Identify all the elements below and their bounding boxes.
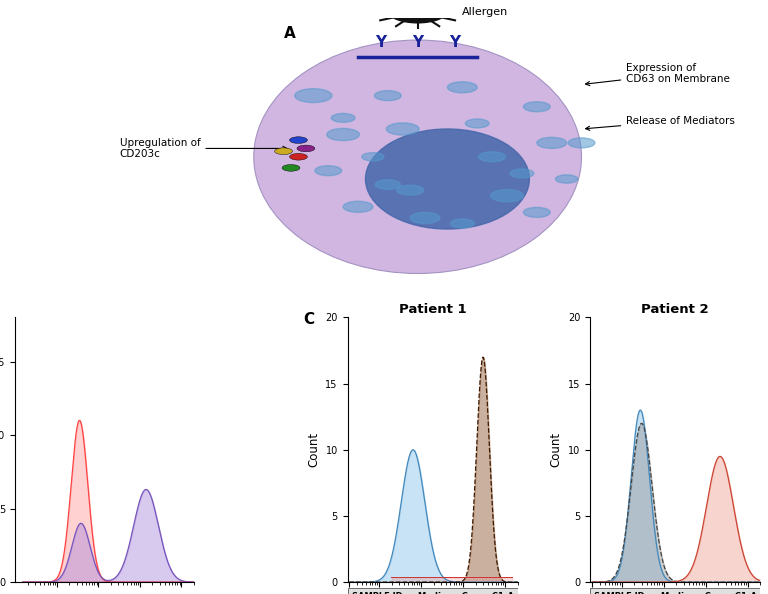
Text: Allergen: Allergen bbox=[462, 7, 508, 17]
FancyBboxPatch shape bbox=[590, 588, 760, 594]
Circle shape bbox=[568, 138, 595, 148]
Circle shape bbox=[376, 180, 400, 189]
Circle shape bbox=[386, 123, 419, 135]
Text: Median : Comp-C1-A: Median : Comp-C1-A bbox=[661, 592, 757, 594]
Text: C: C bbox=[303, 312, 315, 327]
Circle shape bbox=[410, 213, 440, 223]
Circle shape bbox=[524, 207, 550, 217]
Circle shape bbox=[297, 145, 315, 152]
Text: SAMPLE ID: SAMPLE ID bbox=[352, 592, 402, 594]
Circle shape bbox=[478, 152, 505, 162]
Circle shape bbox=[326, 128, 359, 141]
Circle shape bbox=[465, 119, 489, 128]
Text: Release of Mediators: Release of Mediators bbox=[585, 116, 735, 130]
Circle shape bbox=[450, 219, 475, 228]
Circle shape bbox=[331, 113, 355, 122]
Circle shape bbox=[375, 91, 401, 100]
Circle shape bbox=[448, 82, 477, 93]
Circle shape bbox=[282, 165, 300, 171]
Ellipse shape bbox=[366, 129, 529, 229]
Title: Patient 1: Patient 1 bbox=[399, 304, 466, 316]
Text: Upregulation of
CD203c: Upregulation of CD203c bbox=[120, 138, 287, 159]
Circle shape bbox=[295, 89, 332, 103]
Text: Median : Comp-C1-A: Median : Comp-C1-A bbox=[419, 592, 515, 594]
Circle shape bbox=[491, 189, 524, 202]
Text: Y: Y bbox=[449, 35, 461, 50]
Circle shape bbox=[275, 148, 293, 154]
Text: Expression of
CD63 on Membrane: Expression of CD63 on Membrane bbox=[585, 62, 730, 86]
Circle shape bbox=[510, 169, 534, 178]
Circle shape bbox=[343, 201, 373, 213]
Ellipse shape bbox=[253, 40, 581, 273]
Text: A: A bbox=[283, 26, 295, 41]
Circle shape bbox=[362, 153, 384, 161]
Y-axis label: Count: Count bbox=[307, 432, 320, 467]
Text: Y: Y bbox=[375, 35, 386, 50]
Circle shape bbox=[389, 2, 446, 23]
Y-axis label: Count: Count bbox=[550, 432, 562, 467]
Circle shape bbox=[555, 175, 578, 183]
Title: Patient 2: Patient 2 bbox=[641, 304, 709, 316]
Circle shape bbox=[290, 153, 307, 160]
Circle shape bbox=[397, 185, 424, 195]
Text: SAMPLE ID: SAMPLE ID bbox=[594, 592, 645, 594]
FancyBboxPatch shape bbox=[348, 588, 518, 594]
Circle shape bbox=[537, 137, 567, 148]
Text: Y: Y bbox=[412, 35, 423, 50]
Circle shape bbox=[315, 166, 342, 176]
Circle shape bbox=[524, 102, 550, 112]
Circle shape bbox=[290, 137, 307, 143]
